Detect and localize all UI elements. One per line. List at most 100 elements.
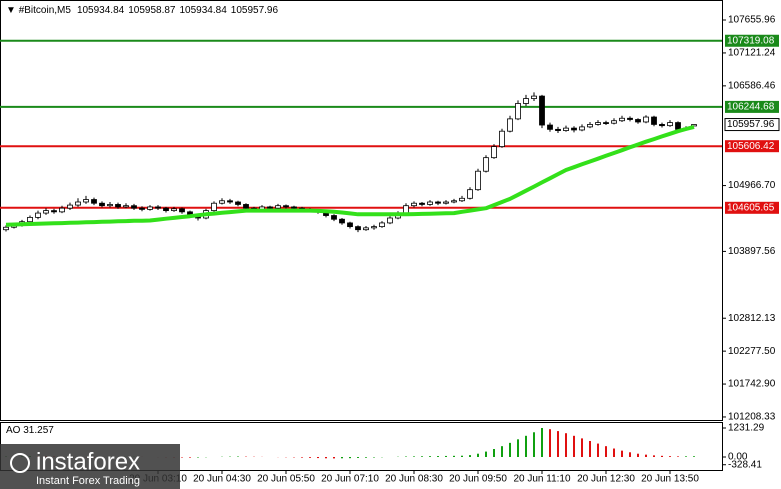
candle-body (643, 116, 649, 123)
main-frame (0, 0, 723, 421)
y-tick-label: 107655.96 (728, 15, 776, 26)
candle-body (227, 200, 233, 203)
watermark-logo (10, 453, 30, 473)
x-tick-label: 20 Jun 05:50 (257, 474, 315, 485)
candle-body (155, 206, 161, 209)
x-tick-label: 20 Jun 12:30 (577, 474, 635, 485)
candle-body (27, 216, 33, 223)
y-tick-label: 103897.56 (728, 246, 776, 257)
candle-body (363, 227, 369, 231)
candle-body (123, 205, 129, 208)
x-tick-label: 20 Jun 09:50 (449, 474, 507, 485)
y-tick-label: 107121.24 (728, 48, 776, 59)
y-tick-label: 104966.70 (728, 180, 776, 191)
candle-body (619, 117, 625, 122)
candle-body (507, 118, 513, 132)
y-tick-label: 102277.50 (728, 346, 776, 357)
candle-body (219, 200, 225, 204)
ao-title: AO 31.257 (6, 425, 54, 436)
candle-body (43, 210, 49, 214)
candle-body (387, 217, 393, 224)
candle-body (667, 122, 673, 127)
candle-body (91, 199, 97, 204)
candle-body (483, 157, 489, 172)
candle-body (539, 95, 545, 126)
ao-tick-label: 1231.29 (728, 423, 765, 434)
header-open: 105934.84 (77, 5, 125, 16)
candle-body (115, 204, 121, 208)
candle-body (651, 116, 657, 125)
candle-body (59, 207, 65, 213)
candle-body (291, 206, 297, 209)
header: ▼ #Bitcoin,M5 105934.84 105958.87 105934.84… (6, 5, 278, 16)
x-tick-label: 20 Jun 07:10 (321, 474, 379, 485)
candle-body (51, 210, 57, 213)
level-label: 105606.42 (727, 141, 775, 152)
moving-average (5, 124, 695, 227)
candle-body (579, 126, 585, 131)
level-label-box (725, 201, 779, 214)
level-label: 107319.08 (727, 35, 775, 46)
candle-body (75, 201, 81, 206)
candle-body (275, 205, 281, 209)
watermark: instaforex Instant Forex Trading (0, 444, 180, 489)
candle-body (451, 200, 457, 203)
candle-body (243, 204, 249, 209)
header-high: 105958.87 (128, 5, 176, 16)
candle-body (531, 95, 537, 99)
candle-body (491, 146, 497, 159)
x-tick-label: 20 Jun 13:50 (641, 474, 699, 485)
watermark-tagline: Instant Forex Trading (36, 475, 140, 487)
candle-body (499, 130, 505, 147)
candle-body (3, 226, 9, 231)
price-box (724, 118, 780, 132)
candle-body (235, 201, 241, 205)
candle-body (515, 103, 521, 120)
candle-body (67, 204, 73, 209)
candle-body (427, 201, 433, 205)
candle-body (523, 98, 529, 104)
y-tick-label: 106586.46 (728, 80, 776, 91)
ao-name: AO (6, 425, 21, 436)
candle-body (339, 218, 345, 224)
candle-body (331, 215, 337, 220)
watermark-box (0, 444, 180, 489)
candle-body (691, 124, 697, 127)
candle-body (419, 202, 425, 205)
candle-body (347, 222, 353, 228)
candle-body (675, 122, 681, 130)
candle-body (443, 201, 449, 204)
level-label: 106244.68 (727, 102, 775, 113)
candle-body (403, 205, 409, 214)
candle-body (131, 205, 137, 209)
candle-body (459, 197, 465, 202)
ao-tick-label: -328.41 (728, 459, 762, 470)
candle-body (83, 199, 89, 203)
candle-body (107, 204, 113, 207)
candle-body (659, 124, 665, 127)
x-tick-label: 20 Jun 11:10 (513, 474, 571, 485)
candle-body (139, 207, 145, 210)
candle-body (555, 128, 561, 131)
candle-body (475, 170, 481, 191)
candle-body (379, 222, 385, 228)
y-tick-label: 102812.13 (728, 313, 776, 324)
candle-body (571, 127, 577, 131)
candle-body (147, 206, 153, 210)
candle-body (611, 120, 617, 124)
header-close: 105957.96 (231, 5, 279, 16)
candle-body (267, 206, 273, 209)
level-label: 104605.65 (727, 202, 775, 213)
ao-tick-label: 0.00 (728, 452, 748, 463)
candle-body (467, 189, 473, 199)
price-label: 105957.96 (727, 119, 775, 130)
candle-body (211, 202, 217, 212)
symbol: #Bitcoin,M5 (19, 5, 72, 16)
candle-body (355, 226, 361, 231)
candle-body (587, 124, 593, 128)
ao-last: 31.257 (23, 425, 54, 436)
candle-body (99, 202, 105, 207)
candle-body (163, 207, 169, 212)
